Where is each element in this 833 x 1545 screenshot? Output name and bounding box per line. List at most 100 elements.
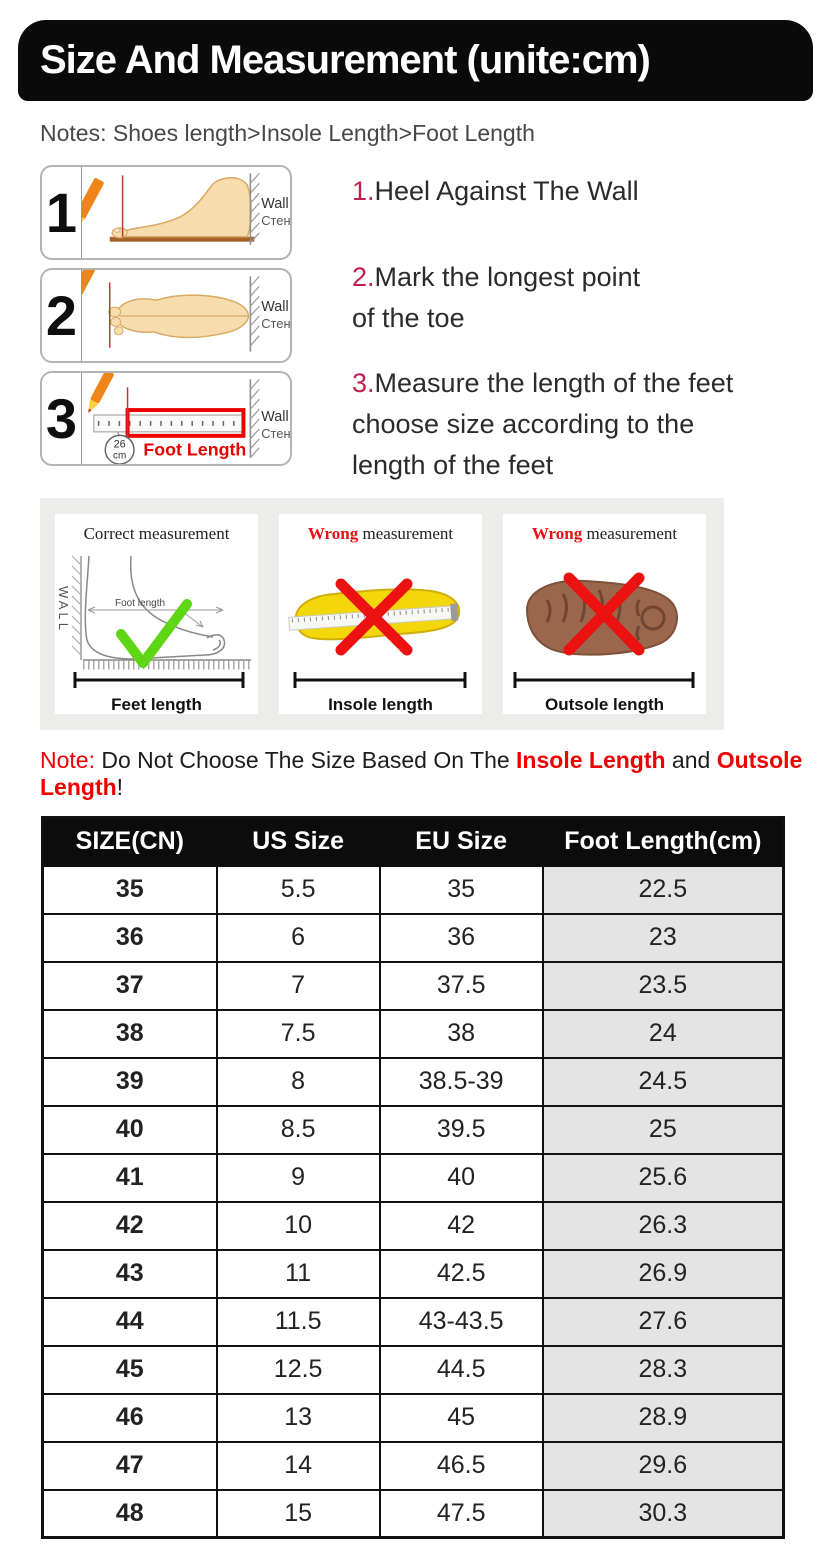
- wall-hatch-icon: [249, 172, 260, 245]
- header-row: SIZE(CN) US Size EU Size Foot Length(cm): [41, 816, 785, 867]
- measure-value: 26: [114, 439, 126, 451]
- pencil-icon: [88, 373, 114, 413]
- floor-icon: [109, 236, 255, 242]
- instruction-number: 3.: [352, 368, 375, 398]
- table-cell: 42: [378, 1200, 544, 1251]
- table-cell: 41: [41, 1152, 218, 1203]
- inner-measure-label: Foot length: [115, 598, 165, 609]
- step-number: 2: [42, 270, 82, 361]
- checkmark-icon: [116, 599, 192, 668]
- table-cell: 6: [215, 912, 381, 963]
- table-cell: 40: [378, 1152, 544, 1203]
- length-bracket: [293, 672, 467, 688]
- table-cell: 29.6: [541, 1440, 785, 1491]
- table-row: 43 11 42.5 26.9: [41, 1248, 785, 1299]
- wall-label: Wall: [261, 196, 288, 212]
- table-row: 37 7 37.5 23.5: [41, 960, 785, 1011]
- notes-line: Notes: Shoes length>Insole Length>Foot L…: [40, 120, 535, 146]
- table-cell: 9: [215, 1152, 381, 1203]
- table-cell: 43: [41, 1248, 218, 1299]
- table-row: 48 15 47.5 30.3: [41, 1488, 785, 1539]
- table-cell: 45: [41, 1344, 218, 1395]
- wall-hatch-icon: [71, 555, 82, 660]
- instruction-text: Heel Against The Wall: [374, 176, 639, 206]
- correct-measurement-icon: WALL Foot length: [56, 555, 251, 688]
- length-bracket: [73, 672, 245, 688]
- table-cell: 25.6: [541, 1152, 785, 1203]
- note-prefix: Note:: [40, 747, 95, 773]
- table-row: 45 12.5 44.5 28.3: [41, 1344, 785, 1395]
- wall-label-ru: Стена: [261, 426, 290, 441]
- instruction-text: Measure the length of the feet choose si…: [352, 368, 734, 480]
- length-bracket: [513, 672, 695, 688]
- table-cell: 42: [41, 1200, 218, 1251]
- table-cell: 46: [41, 1392, 218, 1443]
- table-cell: 24.5: [541, 1056, 785, 1107]
- page-title: Size And Measurement (unite:cm): [18, 20, 813, 101]
- step-illustrations: 1 Wall: [40, 165, 292, 474]
- table-cell: 8.5: [215, 1104, 381, 1155]
- panel-wrong-outsole: Wrong measurement Outsole length: [503, 514, 706, 714]
- header-foot-length: Foot Length(cm): [541, 816, 785, 867]
- table-cell: 46.5: [378, 1440, 544, 1491]
- instruction-number: 2.: [352, 262, 375, 292]
- foot-top-icon: Wall Стена: [82, 270, 290, 352]
- table-row: 47 14 46.5 29.6: [41, 1440, 785, 1491]
- foot-side-shape: [113, 176, 252, 238]
- table-cell: 40: [41, 1104, 218, 1155]
- measuring-circle: [104, 434, 135, 464]
- table-cell: 23.5: [541, 960, 785, 1011]
- wall-hatch-icon: [249, 275, 260, 352]
- step-box-2: 2 Wall: [40, 268, 292, 363]
- note-and: and: [665, 747, 717, 773]
- table-cell: 36: [378, 912, 544, 963]
- measurement-comparison-panels: Correct measurement WALL: [40, 498, 724, 730]
- table-cell: 15: [215, 1488, 381, 1539]
- insole-icon: [288, 578, 467, 688]
- table-cell: 36: [41, 912, 218, 963]
- table-cell: 44.5: [378, 1344, 544, 1395]
- table-cell: 13: [215, 1392, 381, 1443]
- panel-title: Wrong measurement: [307, 524, 454, 543]
- table-cell: 28.3: [541, 1344, 785, 1395]
- wall-label-ru: Стена: [261, 316, 290, 331]
- wall-hatch-icon: [249, 378, 260, 459]
- table-cell: 26.3: [541, 1200, 785, 1251]
- note-body: Do Not Choose The Size Based On The: [94, 747, 517, 773]
- table-cell: 14: [215, 1440, 381, 1491]
- table-cell: 47: [41, 1440, 218, 1491]
- note-suffix: !: [116, 774, 124, 800]
- table-row: 38 7.5 38 24: [41, 1008, 785, 1059]
- table-cell: 43-43.5: [378, 1296, 544, 1347]
- instruction-number: 1.: [352, 176, 375, 206]
- table-cell: 7.5: [215, 1008, 381, 1059]
- pencil-icon: [82, 270, 95, 304]
- step-number: 3: [42, 373, 82, 464]
- table-cell: 10: [215, 1200, 381, 1251]
- table-cell: 22.5: [541, 864, 785, 915]
- foot-side-icon: Wall Стена: [82, 172, 290, 245]
- table-cell: 38: [378, 1008, 544, 1059]
- foot-length-label: Foot Length: [143, 440, 246, 460]
- size-table: SIZE(CN) US Size EU Size Foot Length(cm)…: [41, 816, 785, 1539]
- note-outsole-length: Outsole Length: [40, 747, 803, 800]
- measure-unit: cm: [113, 451, 126, 462]
- panel-title: Wrong measurement: [531, 524, 678, 543]
- step-box-1: 1 Wall: [40, 165, 292, 260]
- table-cell: 11: [215, 1248, 381, 1299]
- table-row: 42 10 42 26.3: [41, 1200, 785, 1251]
- header-eu-size: EU Size: [378, 816, 544, 867]
- ruler-icon: 26 cm Foot Length Wall Стена: [88, 373, 290, 464]
- wall-label: Wall: [261, 299, 288, 315]
- table-cell: 37.5: [378, 960, 544, 1011]
- panel-bottom-label: Outsole length: [545, 695, 664, 714]
- instruction-3: 3.Measure the length of the feet choose …: [352, 363, 733, 486]
- table-row: 40 8.5 39.5 25: [41, 1104, 785, 1155]
- table-cell: 8: [215, 1056, 381, 1107]
- foot-outline-icon: [84, 555, 226, 660]
- table-cell: 26.9: [541, 1248, 785, 1299]
- wall-vertical-label: WALL: [56, 586, 71, 633]
- panel-title: Correct measurement: [83, 524, 230, 543]
- table-cell: 48: [41, 1488, 218, 1539]
- table-row: 46 13 45 28.9: [41, 1392, 785, 1443]
